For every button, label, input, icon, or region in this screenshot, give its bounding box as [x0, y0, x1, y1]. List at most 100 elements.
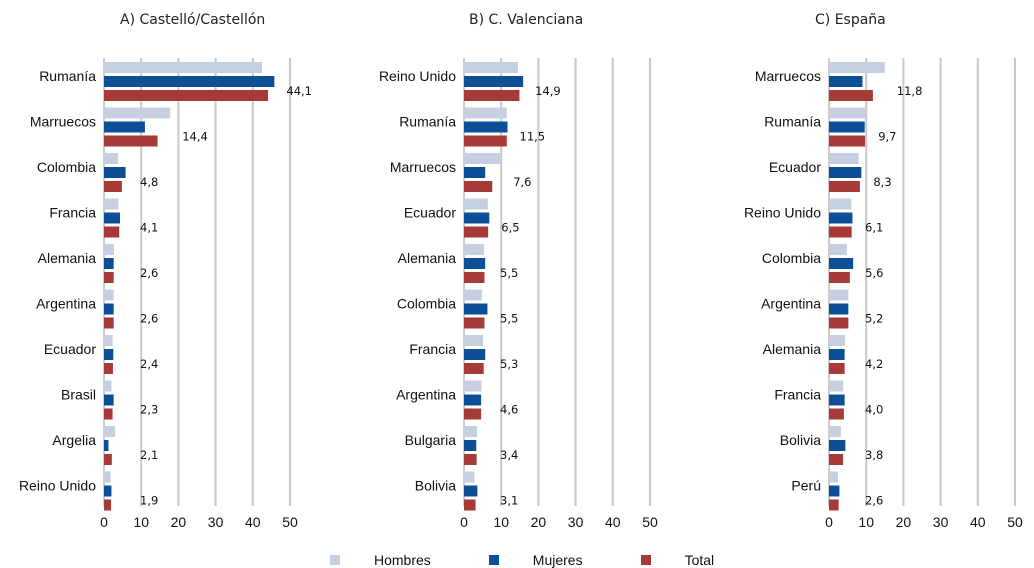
panel-a-value-label-rumania: 44,1 [286, 84, 312, 98]
panel-a-bar-hombres-francia [104, 198, 119, 210]
panel-a-tick-30: 30 [208, 514, 224, 530]
panel-c-bar-mujeres-colombia [829, 258, 854, 269]
panel-a-bar-total-colombia [104, 181, 122, 192]
panel-c-tick-20: 20 [896, 514, 912, 530]
panel-c-category-label-rumania: Rumanía [764, 114, 821, 130]
panel-a-category-label-brasil: Brasil [61, 387, 96, 403]
panel-b-value-label-rumania: 11,5 [520, 130, 546, 144]
panel-b-value-label-ecuador: 6,5 [501, 221, 519, 235]
panel-c-bar-hombres-ecuador [829, 153, 859, 164]
panel-a-bar-mujeres-rumania [104, 76, 275, 87]
panel-b-bar-hombres-argentina [464, 380, 482, 392]
panel-a-tick-20: 20 [171, 514, 187, 530]
panel-b-title: B) C. Valenciana [469, 12, 583, 28]
panel-c-value-label-bolivia: 3,8 [865, 448, 883, 462]
panel-a-bar-total-alemania [104, 272, 114, 283]
panel-b-bar-hombres-reino-unido [464, 62, 518, 73]
panel-b-tick-0: 0 [460, 514, 468, 530]
panel-c-category-label-ecuador: Ecuador [769, 159, 821, 175]
panel-b-bar-total-alemania [464, 272, 485, 283]
panel-a-bar-hombres-alemania [104, 244, 115, 255]
panel-a-bar-hombres-colombia [104, 153, 119, 164]
panel-c-bar-mujeres-peru [829, 485, 840, 497]
panel-b-bar-total-rumania [464, 135, 507, 147]
panel-c-bar-total-colombia [829, 272, 850, 283]
panel-a-value-label-colombia: 4,8 [140, 175, 158, 189]
panel-b-bar-total-marruecos [464, 181, 493, 192]
panel-a-bar-total-ecuador [104, 363, 113, 374]
panel-c-value-label-rumania: 9,7 [878, 130, 896, 144]
panel-b-tick-20: 20 [531, 514, 547, 530]
panel-a-bar-hombres-argentina [104, 289, 114, 301]
panel-a-bar-total-argentina [104, 317, 114, 329]
panel-c-bar-hombres-peru [829, 471, 838, 483]
panel-a-category-label-colombia: Colombia [37, 159, 96, 175]
panel-a-value-label-argentina: 2,6 [140, 312, 158, 326]
panel-b-tick-30: 30 [568, 514, 584, 530]
panel-c-bar-total-marruecos [829, 90, 873, 101]
panel-b-bar-total-colombia [464, 317, 485, 329]
panel-c-category-label-bolivia: Bolivia [780, 432, 821, 448]
panel-a-value-label-ecuador: 2,4 [140, 357, 158, 371]
panel-c-bar-mujeres-bolivia [829, 440, 846, 451]
panel-c-category-label-alemania: Alemania [763, 341, 822, 357]
panel-b-bar-mujeres-rumania [464, 121, 508, 133]
panel-c-bar-mujeres-francia [829, 394, 845, 406]
panel-b-bar-mujeres-reino-unido [464, 76, 524, 87]
panel-a-tick-10: 10 [133, 514, 149, 530]
panel-b-category-label-bolivia: Bolivia [415, 478, 456, 494]
panel-c-value-label-colombia: 5,6 [865, 266, 883, 280]
panel-a-value-label-brasil: 2,3 [140, 403, 158, 417]
panel-b-bar-mujeres-argentina [464, 394, 482, 406]
panel-c-value-label-alemania: 4,2 [865, 357, 883, 371]
panel-b-bar-mujeres-bulgaria [464, 440, 477, 451]
panel-b-bar-total-bulgaria [464, 454, 477, 465]
panel-c-bar-mujeres-argentina [829, 303, 849, 315]
panel-c-bar-total-francia [829, 408, 844, 420]
panel-c-bar-total-alemania [829, 363, 845, 374]
legend-label-hombres: Hombres [374, 552, 431, 568]
panel-b-tick-40: 40 [605, 514, 621, 530]
panel-a-bar-hombres-argelia [104, 426, 116, 437]
panel-a-category-label-rumania: Rumanía [39, 68, 96, 84]
panel-a-bar-mujeres-brasil [104, 394, 114, 406]
panel-b-category-label-reino-unido: Reino Unido [379, 68, 456, 84]
legend-swatch-hombres [330, 555, 340, 565]
panel-b-value-label-francia: 5,3 [500, 357, 518, 371]
panel-a-bar-mujeres-colombia [104, 167, 126, 178]
panel-b-category-label-bulgaria: Bulgaria [405, 432, 457, 448]
panel-c-bar-total-rumania [829, 135, 866, 147]
legend-item-mujeres: Mujeres [488, 552, 583, 568]
panel-c-category-label-peru: Perú [791, 478, 821, 494]
panel-b-bar-hombres-alemania [464, 244, 485, 255]
panel-a-bar-total-rumania [104, 90, 269, 101]
panel-b-value-label-bulgaria: 3,4 [500, 448, 518, 462]
panel-b-value-label-reino-unido: 14,9 [535, 84, 561, 98]
panel-a-bar-mujeres-argentina [104, 303, 114, 315]
panel-a-bar-mujeres-reino-unido [104, 485, 112, 497]
panel-b-bar-mujeres-alemania [464, 258, 486, 269]
panel-a-tick-40: 40 [245, 514, 261, 530]
panel-c-bar-total-reino-unido [829, 226, 852, 238]
panel-a-category-label-reino-unido: Reino Unido [19, 478, 96, 494]
panel-a-tick-50: 50 [282, 514, 298, 530]
legend-swatch-total [640, 555, 651, 565]
panel-a-bar-hombres-reino-unido [104, 471, 111, 483]
panel-c-bar-mujeres-reino-unido [829, 212, 853, 224]
panel-b-category-label-colombia: Colombia [397, 296, 456, 312]
panel-b-value-label-colombia: 5,5 [500, 312, 518, 326]
panel-b-bar-total-francia [464, 363, 484, 374]
panel-b-bar-total-reino-unido [464, 90, 520, 101]
panel-a-tick-0: 0 [100, 514, 108, 530]
legend-item-hombres: Hombres [330, 552, 431, 568]
panel-b-category-label-marruecos: Marruecos [390, 159, 456, 175]
panel-a-bar-total-brasil [104, 408, 113, 420]
panel-b-bar-hombres-colombia [464, 289, 482, 301]
panel-c-bar-hombres-marruecos [829, 62, 885, 73]
panel-c-bar-hombres-francia [829, 380, 844, 392]
panel-c-value-label-argentina: 5,2 [865, 312, 883, 326]
panel-b-bar-total-argentina [464, 408, 482, 420]
panel-c-bar-total-peru [829, 499, 839, 511]
panel-c-bar-mujeres-alemania [829, 349, 845, 360]
panel-a-category-label-argentina: Argentina [36, 296, 96, 312]
